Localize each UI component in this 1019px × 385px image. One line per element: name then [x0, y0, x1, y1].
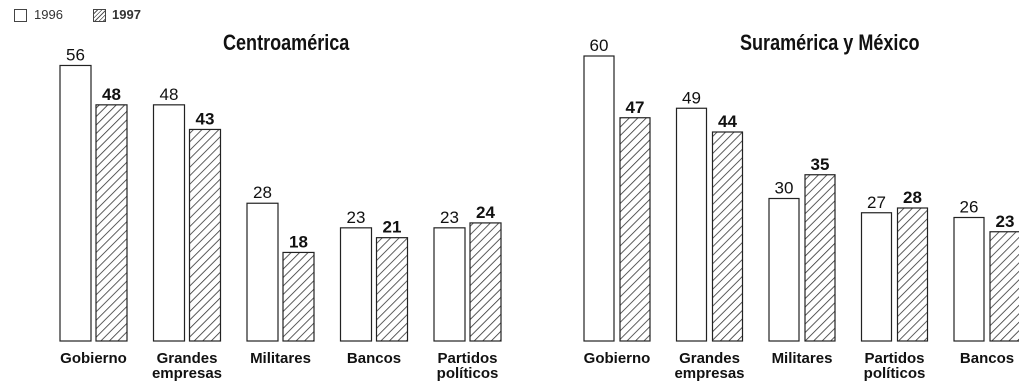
- bar-1997-0: [95, 104, 128, 342]
- category-label-1-1: empresas: [152, 365, 222, 382]
- chart-title-suramerica-mexico: Suramérica y México: [740, 30, 920, 55]
- bar-1997-4: [469, 222, 502, 342]
- data-label-1996-4: 23: [440, 208, 459, 227]
- bar-1996-4: [953, 216, 985, 342]
- data-label-1996-0: 56: [66, 45, 85, 64]
- bar-1996-3: [339, 227, 373, 342]
- bar-1997-2: [282, 251, 315, 342]
- data-label-1996-2: 28: [253, 183, 272, 202]
- bar-1997-1: [188, 128, 222, 342]
- chart-title-centroamerica: Centroamérica: [223, 30, 350, 55]
- category-label-2-0: Militares: [250, 350, 311, 367]
- legend-label-1997: 1997: [112, 7, 141, 22]
- bar-1997-3: [896, 207, 929, 342]
- data-label-1996-1: 49: [682, 88, 701, 107]
- category-label-1-0: Grandes: [679, 350, 740, 367]
- category-label-3-0: Bancos: [347, 350, 401, 367]
- bar-1996-3: [860, 212, 893, 342]
- bar-1996-4: [433, 227, 466, 342]
- bar-1996-2: [768, 197, 800, 342]
- data-label-1997-0: 48: [102, 85, 121, 104]
- bar-1997-2: [804, 174, 836, 342]
- data-label-1997-0: 47: [626, 98, 645, 117]
- data-label-1997-1: 44: [718, 112, 737, 131]
- data-label-1996-2: 30: [775, 179, 794, 198]
- category-label-1-1: empresas: [674, 365, 744, 382]
- bar-1997-1: [711, 131, 744, 342]
- data-label-1997-3: 28: [903, 188, 922, 207]
- category-label-0-0: Gobierno: [584, 350, 651, 367]
- data-label-1997-4: 24: [476, 203, 495, 222]
- data-label-1997-1: 43: [196, 109, 215, 128]
- category-label-3-1: políticos: [864, 365, 926, 382]
- legend-swatch-1997: [93, 9, 106, 22]
- bar-1996-0: [583, 55, 615, 342]
- bar-1996-0: [59, 64, 92, 342]
- bar-1996-1: [675, 107, 708, 342]
- category-label-4-0: Bancos: [960, 350, 1014, 367]
- bar-1997-3: [375, 237, 409, 342]
- bar-1997-4: [989, 231, 1019, 342]
- data-label-1996-1: 48: [160, 85, 179, 104]
- category-label-4-1: políticos: [437, 365, 499, 382]
- legend-swatch-1996: [14, 9, 27, 22]
- category-label-4-0: Partidos: [437, 350, 497, 367]
- data-label-1996-3: 23: [347, 208, 366, 227]
- data-label-1997-4: 23: [996, 212, 1015, 231]
- data-label-1997-2: 35: [811, 155, 830, 174]
- bar-1997-0: [619, 117, 651, 342]
- data-label-1996-4: 26: [960, 198, 979, 217]
- bar-1996-2: [246, 202, 279, 342]
- legend-label-1996: 1996: [34, 7, 63, 22]
- data-label-1996-3: 27: [867, 193, 886, 212]
- data-label-1997-2: 18: [289, 232, 308, 251]
- data-label-1997-3: 21: [383, 218, 402, 237]
- data-label-1996-0: 60: [590, 36, 609, 55]
- category-label-0-0: Gobierno: [60, 350, 127, 367]
- category-label-1-0: Grandes: [157, 350, 218, 367]
- bar-1996-1: [152, 104, 186, 342]
- category-label-3-0: Partidos: [864, 350, 924, 367]
- category-label-2-0: Militares: [772, 350, 833, 367]
